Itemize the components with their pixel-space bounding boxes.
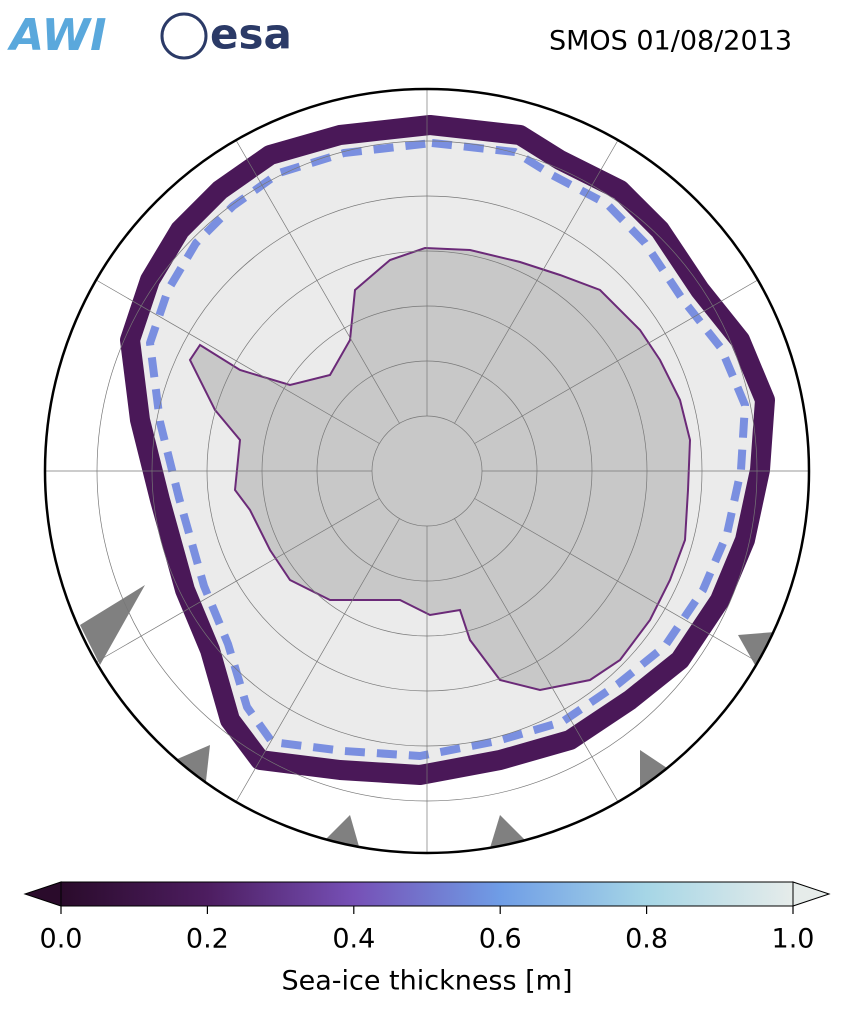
- esa-logo-mark: [160, 12, 208, 60]
- colorbar-tick-label: 0.8: [625, 924, 668, 955]
- awi-logo: AWI: [7, 10, 107, 61]
- colorbar-extend-low: [23, 881, 62, 907]
- colorbar-tick-label: 0.6: [479, 924, 522, 955]
- colorbar: [60, 881, 794, 907]
- colorbar-tick-label: 0.4: [332, 924, 375, 955]
- meridian: [231, 133, 400, 424]
- sea-ice-edge: [146, 139, 749, 760]
- map: [45, 89, 809, 853]
- colorbar-tick-label: 0.2: [186, 924, 229, 955]
- meridian: [454, 133, 623, 424]
- land: [490, 815, 525, 848]
- meridian: [474, 498, 765, 667]
- antarctica: [188, 246, 692, 692]
- esa-logo: esa: [210, 10, 292, 59]
- colorbar-label: Sea-ice thickness [m]: [281, 966, 572, 997]
- land: [640, 750, 670, 790]
- colorbar-tick-label: 0.0: [40, 924, 83, 955]
- meridian: [89, 498, 380, 667]
- meridian: [454, 518, 623, 809]
- colorbar-tick-label: 1.0: [772, 924, 815, 955]
- colorbar-extend-high: [792, 881, 831, 907]
- meridian: [89, 275, 380, 444]
- land: [738, 632, 775, 665]
- land: [80, 585, 145, 665]
- map-border: [43, 87, 811, 855]
- meridian: [474, 275, 765, 444]
- meridian: [231, 518, 400, 809]
- map-title: SMOS 01/08/2013: [549, 26, 792, 57]
- graticule: [45, 89, 809, 853]
